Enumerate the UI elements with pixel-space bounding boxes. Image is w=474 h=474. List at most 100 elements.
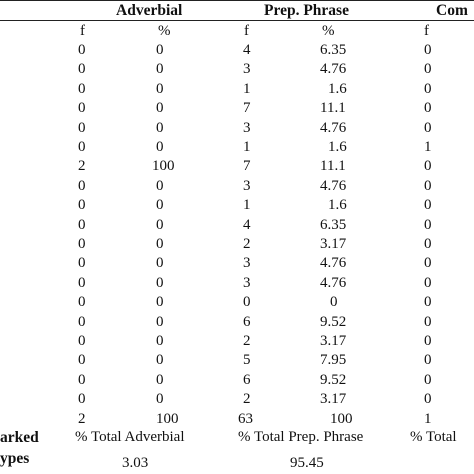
footer-left-line2: ypes bbox=[0, 450, 30, 467]
cell-adv-f: 0 bbox=[78, 275, 86, 291]
cell-adv-pct: 0 bbox=[156, 352, 164, 368]
cell-adv-f: 0 bbox=[78, 81, 86, 97]
total-adv-pct: 100 bbox=[156, 411, 179, 427]
cell-prep-f: 3 bbox=[243, 61, 251, 77]
cell-comp-f: 0 bbox=[424, 275, 432, 291]
cell-comp-f: 0 bbox=[424, 236, 432, 252]
cell-comp-f: 0 bbox=[424, 197, 432, 213]
cell-adv-f: 0 bbox=[78, 178, 86, 194]
header-adverbial: Adverbial bbox=[116, 2, 183, 19]
cell-prep-f: 5 bbox=[243, 352, 251, 368]
subheader-adv-f: f bbox=[80, 23, 85, 39]
footer-prep-total-label: % Total Prep. Phrase bbox=[238, 429, 364, 445]
cell-prep-f: 1 bbox=[243, 197, 251, 213]
cell-comp-f: 0 bbox=[424, 81, 432, 97]
cell-prep-pct: 1.6 bbox=[328, 81, 347, 97]
cell-comp-f: 0 bbox=[424, 100, 432, 116]
cell-adv-f: 0 bbox=[78, 100, 86, 116]
cell-prep-pct: 4.76 bbox=[320, 275, 347, 291]
cell-prep-f: 4 bbox=[243, 217, 251, 233]
cell-prep-f: 1 bbox=[243, 81, 251, 97]
subheader-prep-pct: % bbox=[322, 23, 335, 39]
cell-adv-pct: 0 bbox=[156, 236, 164, 252]
cell-adv-pct: 0 bbox=[156, 314, 164, 330]
cell-comp-f: 0 bbox=[424, 255, 432, 271]
cell-prep-f: 2 bbox=[243, 391, 251, 407]
cell-adv-pct: 0 bbox=[156, 294, 164, 310]
cell-comp-f: 0 bbox=[424, 42, 432, 58]
total-prep-f: 63 bbox=[238, 411, 253, 427]
header-comp: Com bbox=[436, 2, 468, 19]
subheader-prep-f: f bbox=[244, 23, 249, 39]
cell-adv-f: 0 bbox=[78, 42, 86, 58]
cell-adv-pct: 100 bbox=[152, 158, 175, 174]
cell-comp-f: 1 bbox=[424, 139, 432, 155]
cell-adv-pct: 0 bbox=[156, 391, 164, 407]
cell-prep-pct: 4.76 bbox=[320, 120, 347, 136]
cell-prep-f: 7 bbox=[243, 158, 251, 174]
cell-prep-pct: 7.95 bbox=[320, 352, 347, 368]
cell-comp-f: 0 bbox=[424, 391, 432, 407]
total-adv-f: 2 bbox=[78, 411, 86, 427]
cell-comp-f: 0 bbox=[424, 333, 432, 349]
cell-prep-pct: 3.17 bbox=[320, 391, 347, 407]
cell-adv-pct: 0 bbox=[156, 120, 164, 136]
cell-comp-f: 0 bbox=[424, 158, 432, 174]
cell-prep-f: 4 bbox=[243, 42, 251, 58]
footer-left-line1: arked bbox=[0, 429, 39, 446]
cell-prep-f: 2 bbox=[243, 236, 251, 252]
cell-adv-pct: 0 bbox=[156, 42, 164, 58]
cell-adv-f: 0 bbox=[78, 333, 86, 349]
total-prep-pct: 100 bbox=[330, 411, 353, 427]
cell-comp-f: 0 bbox=[424, 352, 432, 368]
cell-prep-pct: 11.1 bbox=[320, 100, 346, 116]
cell-prep-f: 6 bbox=[243, 314, 251, 330]
cell-comp-f: 0 bbox=[424, 314, 432, 330]
cell-prep-pct: 6.35 bbox=[320, 42, 347, 58]
cell-prep-pct: 1.6 bbox=[328, 139, 347, 155]
cell-comp-f: 0 bbox=[424, 120, 432, 136]
cell-adv-pct: 0 bbox=[156, 139, 164, 155]
cell-adv-pct: 0 bbox=[156, 61, 164, 77]
footer-adv-total-value: 3.03 bbox=[122, 455, 149, 471]
cell-prep-pct: 0 bbox=[330, 294, 338, 310]
cell-adv-pct: 0 bbox=[156, 275, 164, 291]
cell-adv-pct: 0 bbox=[156, 81, 164, 97]
total-comp-f: 1 bbox=[424, 411, 432, 427]
subheader-comp-f: f bbox=[424, 23, 429, 39]
cell-prep-pct: 4.76 bbox=[320, 178, 347, 194]
cell-prep-f: 6 bbox=[243, 372, 251, 388]
footer-prep-total-value: 95.45 bbox=[290, 455, 324, 471]
cell-adv-pct: 0 bbox=[156, 178, 164, 194]
cell-adv-pct: 0 bbox=[156, 217, 164, 233]
cell-prep-f: 2 bbox=[243, 333, 251, 349]
cell-prep-f: 3 bbox=[243, 120, 251, 136]
cell-adv-pct: 0 bbox=[156, 372, 164, 388]
cell-prep-pct: 11.1 bbox=[320, 158, 346, 174]
cell-prep-pct: 4.76 bbox=[320, 255, 347, 271]
cell-adv-f: 0 bbox=[78, 294, 86, 310]
cell-adv-pct: 0 bbox=[156, 100, 164, 116]
top-rule bbox=[0, 0, 474, 2]
cell-adv-f: 0 bbox=[78, 61, 86, 77]
cell-prep-pct: 9.52 bbox=[320, 372, 347, 388]
cell-comp-f: 0 bbox=[424, 372, 432, 388]
cell-adv-f: 0 bbox=[78, 217, 86, 233]
cell-prep-pct: 9.52 bbox=[320, 314, 347, 330]
header-prep-phrase: Prep. Phrase bbox=[264, 2, 349, 19]
cell-adv-f: 0 bbox=[78, 120, 86, 136]
cell-adv-f: 0 bbox=[78, 314, 86, 330]
cell-adv-pct: 0 bbox=[156, 333, 164, 349]
cell-prep-f: 3 bbox=[243, 178, 251, 194]
footer-comp-total-label: % Total bbox=[410, 429, 457, 445]
cell-prep-pct: 4.76 bbox=[320, 61, 347, 77]
cell-adv-f: 0 bbox=[78, 372, 86, 388]
cell-prep-f: 3 bbox=[243, 275, 251, 291]
cell-adv-f: 0 bbox=[78, 197, 86, 213]
subheader-adv-pct: % bbox=[158, 23, 171, 39]
cell-adv-pct: 0 bbox=[156, 255, 164, 271]
cell-adv-f: 0 bbox=[78, 236, 86, 252]
cell-adv-f: 0 bbox=[78, 352, 86, 368]
cell-comp-f: 0 bbox=[424, 61, 432, 77]
cell-comp-f: 0 bbox=[424, 294, 432, 310]
